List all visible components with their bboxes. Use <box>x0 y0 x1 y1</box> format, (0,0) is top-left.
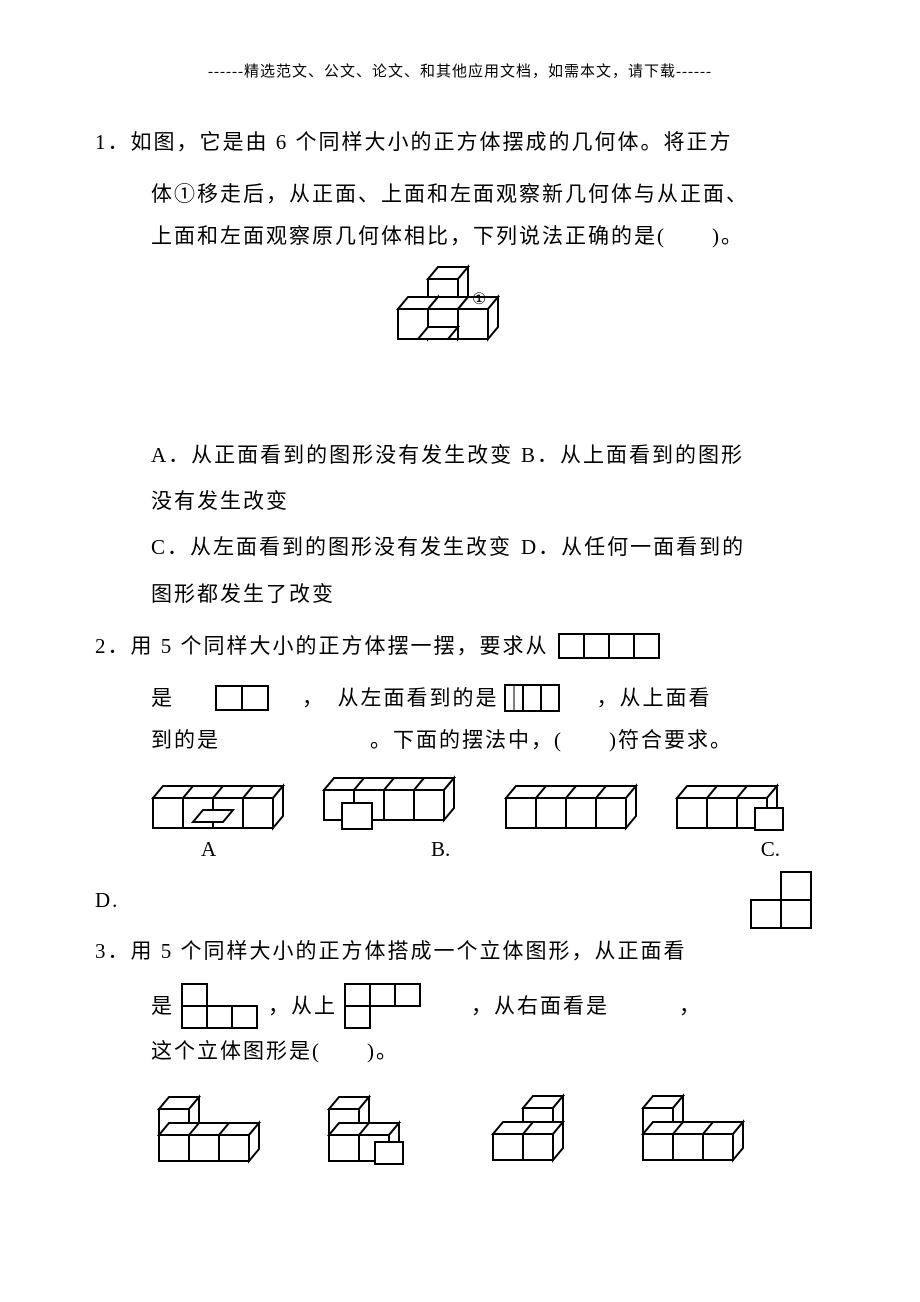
q3-t5: ， <box>679 985 702 1027</box>
q2-t4: ，从上面看 <box>597 677 712 719</box>
q2-line3: 到的是 。下面的摆法中，( )符合要求。 <box>95 719 825 761</box>
question-1: 1．如图，它是由 6 个同样大小的正方体摆成的几何体。将正方 <box>95 121 825 163</box>
q3-line1: 用 5 个同样大小的正方体搭成一个立体图形，从正面看 <box>131 939 687 963</box>
grid-Lshape-icon <box>180 982 262 1030</box>
q2-figures <box>95 773 825 833</box>
cube-label-1: ① <box>472 291 486 308</box>
q1-opt-b: B．从上面看到的图形 <box>521 432 825 478</box>
grid-L-icon <box>745 870 815 930</box>
q1-line1: 如图，它是由 6 个同样大小的正方体摆成的几何体。将正方 <box>131 130 733 154</box>
q1-options: A．从正面看到的图形没有发生改变 B．从上面看到的图形 没有发生改变 C．从左面… <box>95 432 825 617</box>
q1-figure: ① <box>95 262 825 362</box>
q2-label-d: D. <box>95 888 119 913</box>
cube-figure-1: ① <box>380 262 540 357</box>
q3-fig-2 <box>325 1092 445 1167</box>
q1-opt-c: C．从左面看到的图形没有发生改变 <box>151 524 521 570</box>
q1-opt-d2: 图形都发生了改变 <box>151 571 825 617</box>
q1-opt-b2: 没有发生改变 <box>151 478 825 524</box>
q2-line1: 用 5 个同样大小的正方体摆一摆，要求从 <box>131 625 549 667</box>
q1-line3: 上面和左面观察原几何体相比，下列说法正确的是( )。 <box>95 215 825 257</box>
question-3: 3．用 5 个同样大小的正方体搭成一个立体图形，从正面看 <box>95 930 825 972</box>
grid-1x2-icon <box>214 684 272 712</box>
grid-cross-icon <box>503 683 563 713</box>
q2-fig-d <box>675 778 805 833</box>
q2-t5: 到的是 <box>151 719 220 761</box>
q2-label-c: C. <box>591 837 805 862</box>
q3-figures <box>95 1092 825 1172</box>
q2-fig-c <box>504 778 649 833</box>
grid-1x4-icon <box>557 632 667 660</box>
q3-fig-4 <box>635 1092 765 1172</box>
grid-Tshape-icon <box>343 982 425 1030</box>
q2-fig-b <box>322 773 477 833</box>
q2-t2: 是 <box>151 677 174 719</box>
q2-fig-a <box>151 778 296 833</box>
q1-line2: 体①移走后，从正面、上面和左面观察新几何体与从正面、 <box>95 173 825 215</box>
q3-line3: 这个立体图形是( )。 <box>95 1030 825 1072</box>
q2-label-a: A <box>151 837 361 862</box>
q2-t6: 。下面的摆法中，( )符合要求。 <box>370 719 733 761</box>
question-2: 2． 用 5 个同样大小的正方体摆一摆，要求从 <box>95 625 825 667</box>
q3-t3: ，从上 <box>268 985 337 1027</box>
q1-number: 1． <box>95 130 131 154</box>
q2-line2: 是 ， 从左面看到的是 ，从上面看 <box>95 677 825 719</box>
q2-label-b: B. <box>361 837 591 862</box>
q2-figure-labels: A B. C. <box>95 837 825 862</box>
q3-number: 3． <box>95 939 131 963</box>
q1-opt-a: A．从正面看到的图形没有发生改变 <box>151 432 521 478</box>
q3-line2: 是 ，从上 ，从右面看是 ， <box>95 982 825 1030</box>
q3-fig-3 <box>485 1092 595 1172</box>
q3-t4: ，从右面看是 <box>471 985 609 1027</box>
q2-number: 2． <box>95 625 131 667</box>
page-header: ------精选范文、公文、论文、和其他应用文档，如需本文，请下载------ <box>95 60 825 81</box>
q1-opt-d: D．从任何一面看到的 <box>521 524 825 570</box>
q2-t3: ， 从左面看到的是 <box>302 677 499 719</box>
q3-t2: 是 <box>151 985 174 1027</box>
q3-fig-1 <box>155 1092 285 1167</box>
